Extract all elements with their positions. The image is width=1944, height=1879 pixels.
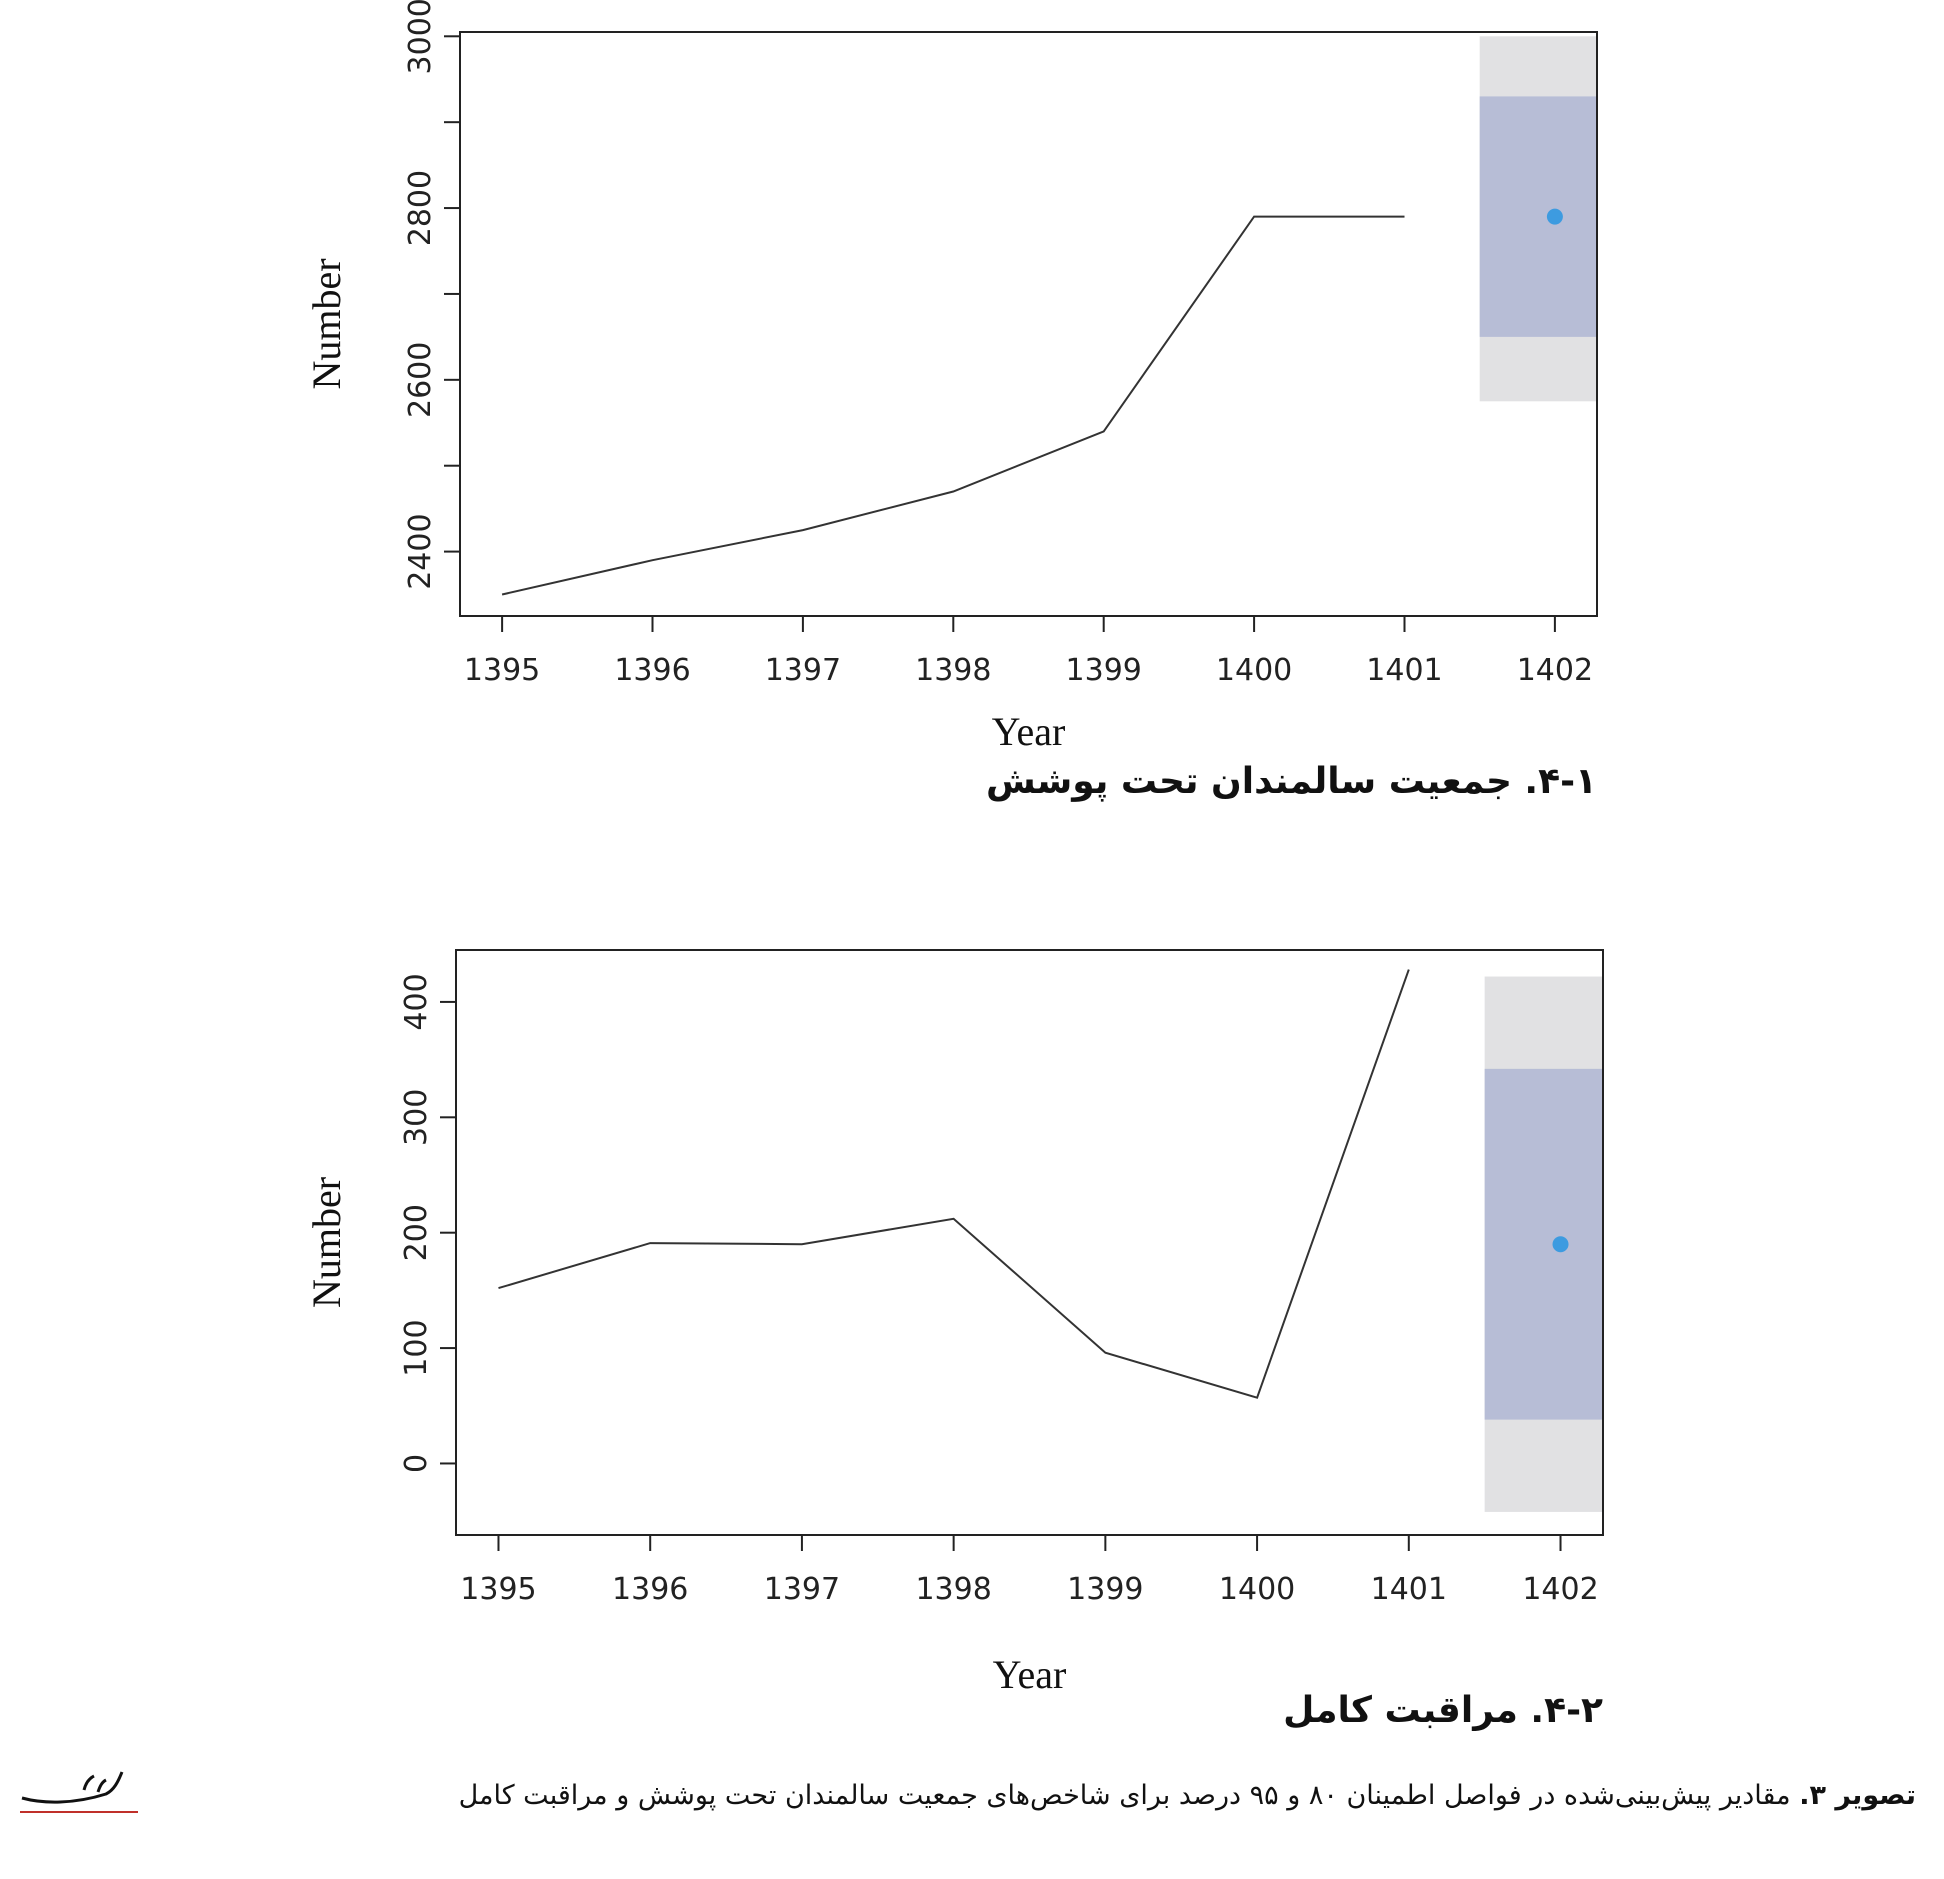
y-tick-label: 3000 xyxy=(403,0,438,74)
figure-caption-text: مقادیر پیش‌بینی‌شده در فواصل اطمینان ۸۰ … xyxy=(458,1780,1791,1811)
forecast-point xyxy=(1552,1236,1569,1253)
forecast-point xyxy=(1546,208,1563,225)
chart-2: 1395 1396 1397 1398 1399 1400 1401 1402 0 100 200 3… xyxy=(304,949,1604,1731)
y-tick-label: 100 xyxy=(399,1319,434,1376)
y-axis-label: Number xyxy=(304,258,349,389)
x-tick-label: 1396 xyxy=(612,1572,688,1607)
x-tick-label: 1402 xyxy=(1522,1572,1598,1607)
x-tick-label: 1395 xyxy=(460,1572,536,1607)
x-tick-label: 1400 xyxy=(1216,653,1292,688)
x-tick-label: 1401 xyxy=(1371,1572,1447,1607)
y-tick-label: 0 xyxy=(399,1454,434,1473)
series-line xyxy=(501,215,1405,596)
chart-subcaption: ۴-۱. جمعیت سالمندان تحت پوشش xyxy=(986,761,1597,802)
x-tick-label: 1397 xyxy=(765,653,841,688)
plot-frame xyxy=(459,31,1598,617)
x-tick-label: 1402 xyxy=(1517,653,1593,688)
y-tick-label: 2400 xyxy=(403,513,438,589)
y-tick-label: 2600 xyxy=(403,342,438,418)
y-axis-label: Number xyxy=(304,1177,349,1308)
x-tick-label: 1396 xyxy=(614,653,690,688)
x-tick-label: 1401 xyxy=(1366,653,1442,688)
y-tick-label: 400 xyxy=(399,973,434,1030)
forecast-pi80-band xyxy=(1479,96,1597,337)
y-tick-label: 300 xyxy=(399,1089,434,1146)
plot-frame xyxy=(455,949,1604,1536)
x-tick-label: 1399 xyxy=(1067,1572,1143,1607)
x-axis-label: Year xyxy=(993,1652,1067,1697)
chart-1: 1395 1396 1397 1398 1399 1400 1401 1402 2400 2600… xyxy=(304,0,1598,802)
salmand-logo-icon xyxy=(20,1771,138,1813)
x-tick-label: 1397 xyxy=(764,1572,840,1607)
figure-caption: تصویر ۳. مقادیر پیش‌بینی‌شده در فواصل اط… xyxy=(459,1780,1916,1811)
x-tick-label: 1400 xyxy=(1219,1572,1295,1607)
figure-caption-label: تصویر ۳. xyxy=(1799,1780,1916,1811)
y-tick-label: 2800 xyxy=(403,170,438,246)
forecast-pi80-band xyxy=(1484,1068,1603,1420)
x-tick-label: 1398 xyxy=(915,653,991,688)
x-axis-label: Year xyxy=(992,709,1066,754)
series-line xyxy=(498,969,1410,1399)
x-tick-label: 1395 xyxy=(464,653,540,688)
y-tick-label: 200 xyxy=(399,1204,434,1261)
x-tick-label: 1399 xyxy=(1066,653,1142,688)
chart-subcaption: ۴-۲. مراقبت کامل xyxy=(1283,1690,1603,1731)
x-tick-label: 1398 xyxy=(915,1572,991,1607)
